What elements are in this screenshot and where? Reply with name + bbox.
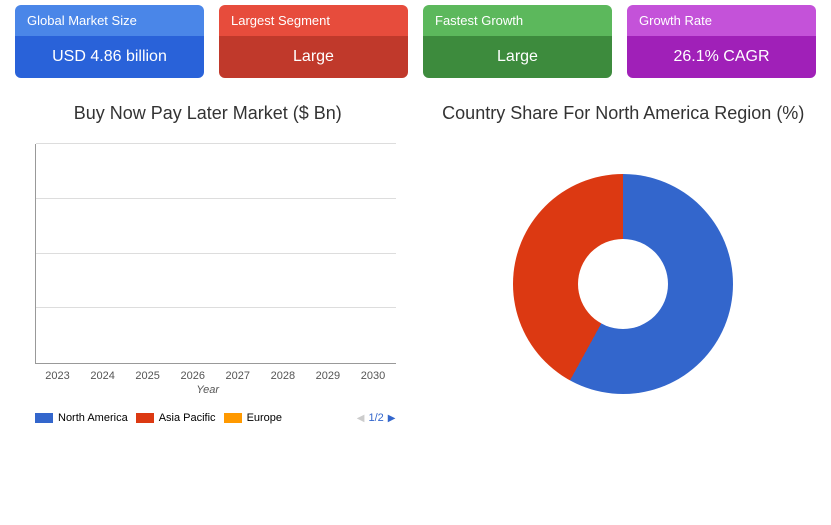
legend-item: Asia Pacific [136,412,216,424]
stat-card-0: Global Market SizeUSD 4.86 billion [15,5,204,78]
bar-chart-title: Buy Now Pay Later Market ($ Bn) [15,103,401,124]
x-tick: 2026 [180,370,204,382]
card-label: Largest Segment [219,5,408,36]
x-tick: 2028 [271,370,295,382]
x-tick: 2024 [90,370,114,382]
pager-prev-icon[interactable]: ◀ [357,413,365,424]
card-value: 26.1% CAGR [627,36,816,78]
card-value: USD 4.86 billion [15,36,204,78]
card-label: Global Market Size [15,5,204,36]
legend-item: Europe [224,412,282,424]
x-tick: 2023 [45,370,69,382]
donut-chart-title: Country Share For North America Region (… [431,103,817,124]
stat-card-2: Fastest GrowthLarge [423,5,612,78]
card-label: Fastest Growth [423,5,612,36]
x-tick: 2027 [226,370,250,382]
x-axis-label: Year [15,384,401,396]
pager-text: 1/2 [369,412,384,424]
stat-card-3: Growth Rate26.1% CAGR [627,5,816,78]
card-value: Large [219,36,408,78]
pager-next-icon[interactable]: ▶ [388,413,396,424]
x-tick: 2025 [135,370,159,382]
card-label: Growth Rate [627,5,816,36]
bar-chart: 2023 2024 2025 2026 2027 2028 2029 2030 Year No… [15,144,401,424]
stat-card-1: Largest SegmentLarge [219,5,408,78]
card-value: Large [423,36,612,78]
x-tick: 2030 [361,370,385,382]
donut-chart [513,174,733,394]
x-tick: 2029 [316,370,340,382]
legend-item: North America [35,412,128,424]
